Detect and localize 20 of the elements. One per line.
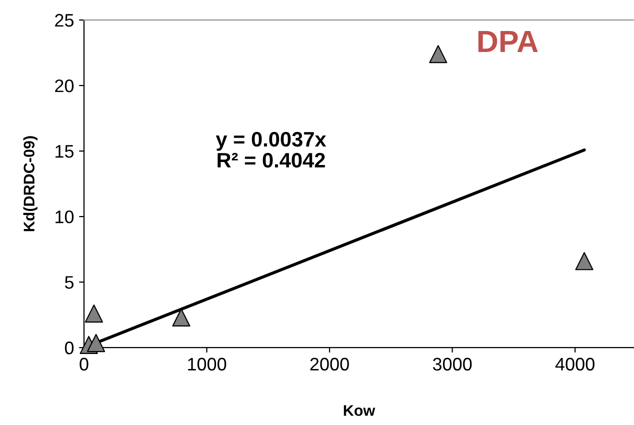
point: [86, 334, 106, 352]
annotation: DPA: [478, 30, 538, 52]
y-tick-label: 5: [64, 276, 74, 289]
x-tick-label: 1000: [188, 358, 226, 371]
x-tick-label: 4000: [555, 358, 594, 371]
x-axis-title: Kow: [344, 405, 376, 416]
annotation: y = 0.0037x R² = 0.4042: [216, 132, 326, 168]
point: [172, 308, 190, 327]
y-tick-label: 15: [56, 145, 74, 158]
x-tick-label: 3000: [432, 358, 472, 371]
x-tick-label: 0: [80, 358, 88, 371]
y-axis-title: Kd(DRDC-09): [23, 136, 38, 232]
y-tick-label: 10: [56, 210, 74, 224]
y-tick-label: 0: [64, 342, 74, 354]
x-tick-label: 2000: [310, 358, 349, 371]
y-tick-label: 25: [55, 14, 74, 27]
y-tick-label: 20: [55, 79, 74, 92]
point: [429, 45, 448, 64]
point: [84, 304, 104, 323]
point: [575, 252, 594, 270]
